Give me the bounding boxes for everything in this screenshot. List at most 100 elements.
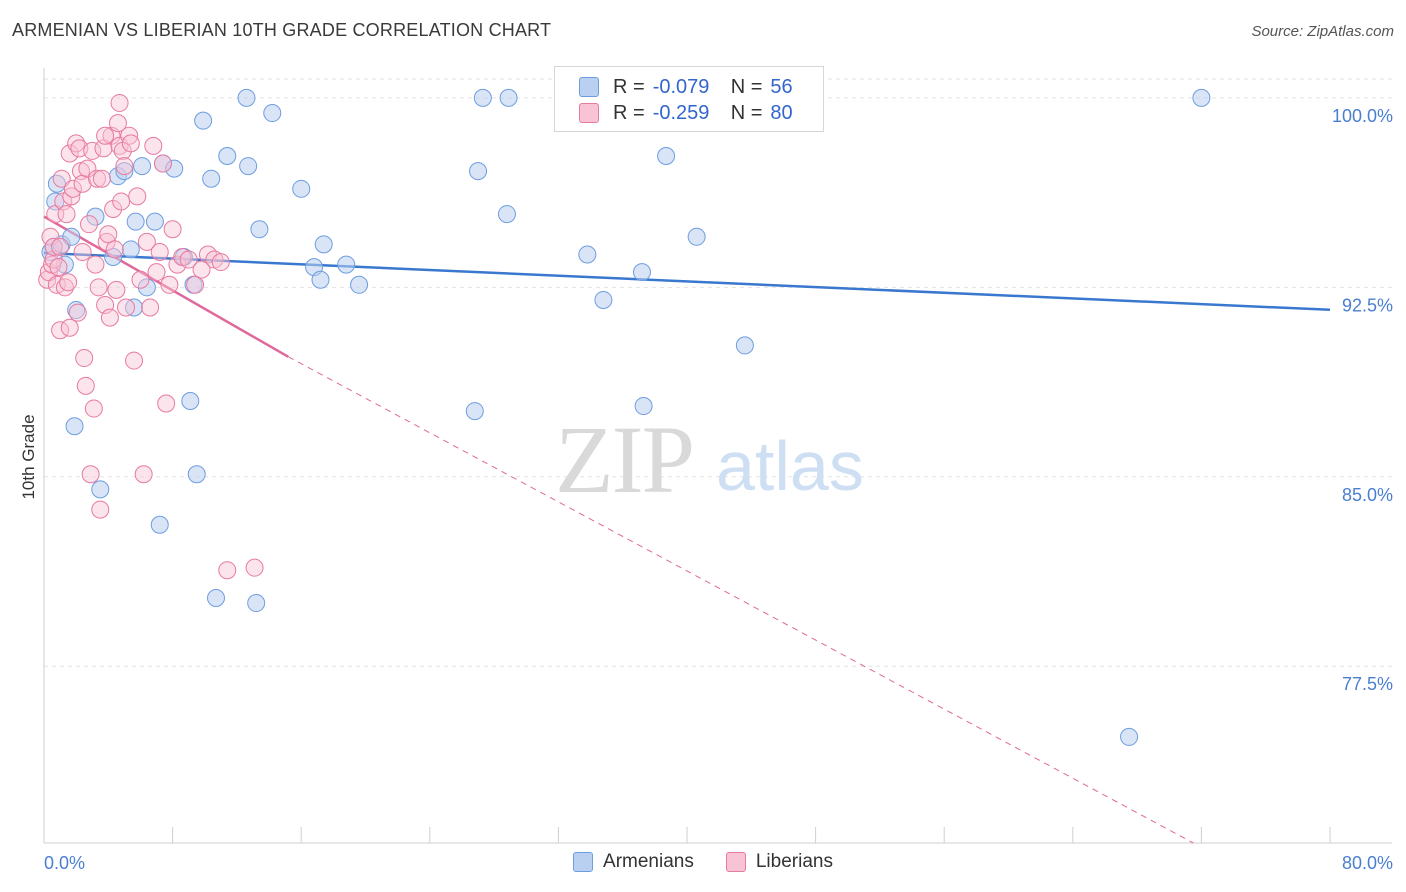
armenians-point (594, 290, 613, 309)
series-legend-liberians[interactable]: Liberians (725, 851, 833, 873)
liberians-point (160, 275, 179, 294)
liberians-point (110, 136, 129, 155)
armenians-point (181, 391, 200, 410)
armenians-point (133, 157, 152, 176)
legend-n-label: N = (730, 101, 763, 124)
liberians-point (120, 126, 139, 145)
armenians-point (237, 88, 256, 107)
liberians-point (76, 376, 95, 395)
liberians-point (89, 278, 108, 297)
armenians-point (187, 465, 206, 484)
legend-r-value: -0.259 (652, 101, 710, 124)
y-axis-label: 10th Grade (19, 414, 38, 499)
armenians-point (473, 88, 492, 107)
y-tick-label: 77.5% (1342, 674, 1393, 694)
liberians-point (157, 394, 176, 413)
liberians-point (81, 465, 100, 484)
liberians-point (112, 192, 131, 211)
axes (43, 68, 1392, 844)
series-legend-armenians[interactable]: Armenians (573, 851, 694, 873)
liberians-point (211, 253, 230, 272)
liberians-point (92, 169, 111, 188)
liberians-point (137, 232, 156, 251)
armenians-point (239, 157, 258, 176)
liberians-point (59, 273, 78, 292)
liberians-point (144, 136, 163, 155)
x-tick-label-min: 0.0% (44, 853, 85, 873)
armenians-point (632, 263, 651, 282)
legend-swatch-armenians (579, 77, 599, 97)
armenians-point (65, 417, 84, 436)
liberians-point (121, 134, 140, 153)
legend-n-value: 56 (770, 75, 793, 98)
liberians-point (186, 275, 205, 294)
series-swatch-armenians (573, 852, 594, 872)
series-label-armenians: Armenians (603, 851, 694, 872)
liberians-point (105, 240, 124, 259)
armenians-point (207, 588, 226, 607)
armenians-point (150, 515, 169, 534)
liberians-point (245, 558, 264, 577)
liberians-point (88, 169, 107, 188)
armenians-point (86, 207, 105, 226)
armenians-point (499, 88, 518, 107)
liberians-point (96, 126, 115, 145)
armenians-point (687, 227, 706, 246)
legend-n-value: 80 (770, 101, 793, 124)
liberians-point (80, 215, 99, 234)
legend-r-label: R = (613, 75, 645, 98)
liberians-point (141, 298, 160, 317)
armenians-point (350, 275, 369, 294)
armenians-point (165, 159, 184, 178)
armenians-point (194, 111, 213, 130)
liberians-point (128, 187, 147, 206)
armenians-point (104, 248, 123, 267)
y-tick-label: 85.0% (1342, 485, 1393, 505)
liberians-point (153, 154, 172, 173)
armenians-point (337, 255, 356, 274)
armenians-point (250, 220, 269, 239)
armenians-trend-line (43, 251, 1331, 312)
legend-swatch-liberians (579, 103, 599, 123)
liberians-point (125, 351, 144, 370)
tick-labels: 100.0% 92.5% 85.0% 77.5% 0.0% 80.0% (44, 106, 1393, 873)
series-swatch-liberians (725, 852, 746, 872)
legend-row-armenians: R = -0.079 N = 56 (579, 73, 793, 101)
armenians-point (292, 179, 311, 198)
series-label-liberians: Liberians (755, 851, 833, 872)
armenians-point (247, 594, 266, 613)
liberians-point (147, 263, 166, 282)
armenians-point (126, 212, 145, 231)
liberians-point (62, 187, 81, 206)
armenians-point (469, 162, 488, 181)
armenians-point (634, 397, 653, 416)
liberians-point (55, 278, 74, 297)
liberians-point (60, 144, 79, 163)
armenians-point (115, 162, 134, 181)
armenians-point (47, 174, 66, 193)
legend-r-value: -0.079 (652, 75, 710, 98)
x-tick-label-max: 80.0% (1342, 853, 1393, 873)
armenians-point (735, 336, 754, 355)
liberians-point (41, 227, 60, 246)
liberians-point (44, 237, 63, 256)
watermark: ZIP atlas (555, 406, 864, 513)
liberians-trend-line (43, 215, 289, 358)
liberians-point (107, 280, 126, 299)
liberians-point (83, 141, 102, 160)
liberians-point (108, 114, 127, 133)
armenians-point (137, 278, 156, 297)
series-legend: Armenians Liberians (0, 851, 1406, 873)
armenians-point (62, 227, 81, 246)
liberians-point (131, 270, 150, 289)
armenians-point (578, 245, 597, 264)
armenians-point (311, 270, 330, 289)
liberians-point (115, 157, 134, 176)
liberians-point (134, 465, 153, 484)
liberians-point (150, 242, 169, 261)
liberians-point (86, 255, 105, 274)
armenians-point (1120, 727, 1139, 746)
liberians-point (163, 220, 182, 239)
source-label: Source: ZipAtlas.com (1251, 23, 1394, 40)
